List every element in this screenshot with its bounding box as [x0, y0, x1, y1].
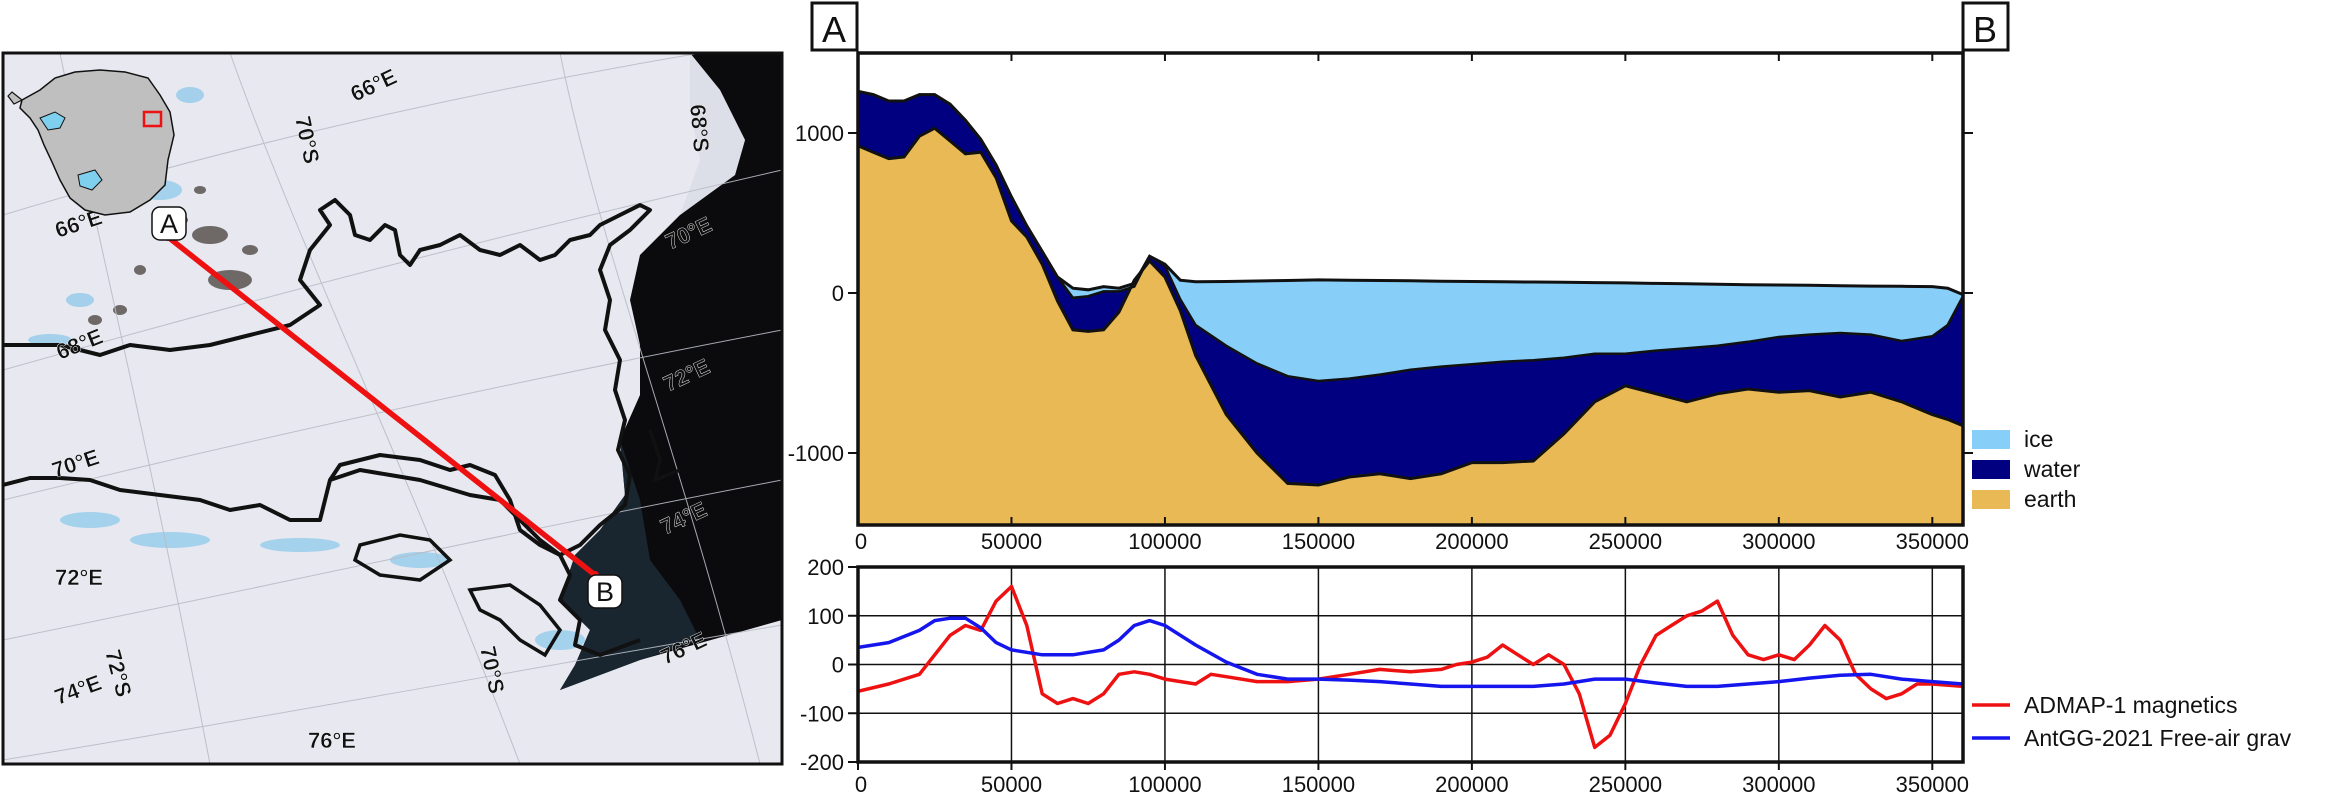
y-tick-label: 1000	[795, 121, 844, 146]
y-tick-label: -100	[800, 701, 844, 726]
legend-swatch-ice	[1972, 430, 2010, 449]
y-tick-label: 100	[807, 604, 844, 629]
earth-layer	[858, 128, 1963, 525]
x-tick-label: 100000	[1128, 529, 1201, 554]
inset-location-box	[142, 110, 163, 128]
legend-label-0: ADMAP-1 magnetics	[2024, 692, 2237, 718]
grounding-line-island	[352, 533, 453, 582]
cross-section-label-b: B	[1961, 1, 2010, 52]
x-tick-label: 250000	[1589, 529, 1662, 554]
ice-coast-shading	[680, 53, 745, 215]
water-layer	[858, 91, 1963, 486]
cross-section-label-a: A	[810, 1, 859, 52]
inset-peninsula	[7, 91, 24, 105]
cross-section-legend: ice water earth	[1972, 426, 2081, 512]
y-tick-label: -1000	[788, 441, 844, 466]
y-tick-label: -200	[800, 750, 844, 775]
grounding-line-bay	[467, 583, 563, 658]
x-tick-label: 350000	[1896, 529, 1969, 554]
cross-section-label-b-text: B	[1973, 9, 1997, 50]
cross-section-label-a-text: A	[822, 9, 846, 50]
grounding-line-inner	[329, 468, 641, 657]
inset-ice-shelf-west	[39, 111, 66, 131]
map-point-label-b: B	[587, 574, 623, 609]
ice-base-line	[858, 90, 1963, 383]
x-tick-label: 150000	[1282, 529, 1355, 554]
x-tick-label: 50000	[981, 529, 1042, 554]
geophysics-panel: 0 50000 100000 150000 200000 250000 300000 3500…	[800, 555, 2292, 796]
legend-label-ice: ice	[2024, 426, 2053, 452]
x-tick-label: 250000	[1589, 772, 1662, 796]
legend-swatch-earth	[1972, 490, 2010, 509]
map-point-label-a: A	[151, 206, 187, 241]
x-tick-label: 300000	[1742, 772, 1815, 796]
grounding-line	[3, 198, 652, 557]
graticule-label: 72°E	[55, 565, 103, 590]
x-tick-label: 350000	[1896, 772, 1969, 796]
series-line-1	[858, 616, 1963, 689]
profile-line	[165, 234, 598, 578]
x-tick-label: 0	[855, 772, 867, 796]
inset-continent	[19, 69, 175, 216]
x-tick-label: 50000	[981, 772, 1042, 796]
rock-outcrops	[88, 186, 258, 325]
legend-label-water: water	[2023, 456, 2081, 482]
y-tick-label: 200	[807, 555, 844, 580]
graticule-label: 76°E	[308, 728, 356, 753]
legend-label-1: AntGG-2021 Free-air grav	[2024, 725, 2292, 751]
inset-map	[7, 69, 175, 216]
x-tick-label: 0	[855, 529, 867, 554]
x-tick-label: 150000	[1282, 772, 1355, 796]
cross-section-panel: 0 50000 100000 150000 200000 250000 300000 3500…	[788, 1, 2081, 554]
x-tick-label: 100000	[1128, 772, 1201, 796]
ice-layer	[858, 91, 1963, 382]
grounding-line-north	[648, 429, 681, 483]
map-frame	[1, 51, 784, 766]
map-point-label-b-text: B	[596, 577, 614, 607]
y-tick-label: 0	[832, 281, 844, 306]
ocean-shelf	[560, 440, 700, 690]
geophysics-legend: ADMAP-1 magnetics AntGG-2021 Free-air gra…	[1972, 692, 2292, 751]
series-line-0	[858, 584, 1963, 750]
graticule-label: 68°S	[685, 103, 714, 153]
bed-line	[858, 126, 1963, 487]
map-point-label-a-text: A	[160, 209, 178, 239]
legend-label-earth: earth	[2024, 486, 2076, 512]
x-tick-label: 200000	[1435, 772, 1508, 796]
cross-section-frame	[856, 51, 1965, 527]
inset-ice-shelf-south	[77, 169, 103, 191]
x-tick-label: 200000	[1435, 529, 1508, 554]
x-tick-label: 300000	[1742, 529, 1815, 554]
map-panel: 66°E 70°S 68°S 66°E 70°E 68°E 72°E 70°E …	[3, 53, 782, 764]
legend-swatch-water	[1972, 460, 2010, 479]
y-tick-label: 0	[832, 653, 844, 678]
